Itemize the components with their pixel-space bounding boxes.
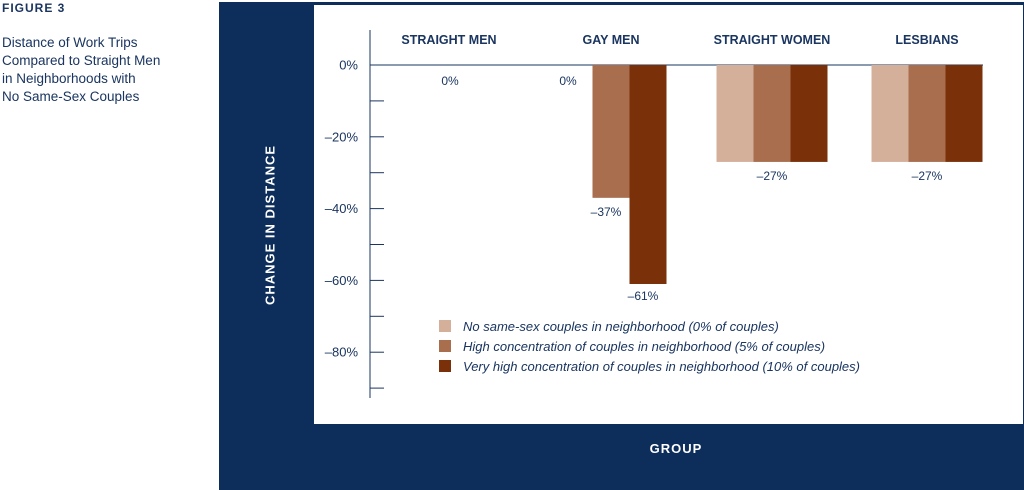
legend-swatch <box>439 360 451 372</box>
bar <box>945 65 983 162</box>
data-label: –37% <box>591 205 622 219</box>
legend-swatch <box>439 340 451 352</box>
bar <box>629 65 667 284</box>
caption-line: Compared to Straight Men <box>2 53 161 68</box>
bar <box>716 65 754 162</box>
legend-label: No same-sex couples in neighborhood (0% … <box>463 318 779 334</box>
legend-item: No same-sex couples in neighborhood (0% … <box>439 316 860 336</box>
y-tick-label: 0% <box>339 58 358 73</box>
caption-line: No Same-Sex Couples <box>2 89 140 104</box>
figure-label: FIGURE 3 <box>2 1 66 15</box>
category-label: STRAIGHT MEN <box>401 33 496 47</box>
legend-label: High concentration of couples in neighbo… <box>463 338 826 354</box>
legend-item: Very high concentration of couples in ne… <box>439 356 860 376</box>
category-label: STRAIGHT WOMEN <box>714 33 831 47</box>
data-label: 0% <box>559 74 577 88</box>
y-tick-label: –60% <box>325 273 359 288</box>
caption-line: in Neighborhoods with <box>2 71 136 86</box>
caption-line: Distance of Work Trips <box>2 35 138 50</box>
legend-label: Very high concentration of couples in ne… <box>463 358 860 374</box>
legend-swatch <box>439 320 451 332</box>
bar <box>592 65 630 198</box>
bar <box>790 65 828 162</box>
legend: No same-sex couples in neighborhood (0% … <box>439 316 860 376</box>
figure-caption: Distance of Work Trips Compared to Strai… <box>2 34 202 106</box>
category-label: GAY MEN <box>583 33 640 47</box>
bar <box>753 65 791 162</box>
bar <box>908 65 946 162</box>
y-tick-label: –20% <box>325 129 359 144</box>
x-axis-label: GROUP <box>649 441 703 456</box>
bar <box>871 65 909 162</box>
y-tick-label: –80% <box>325 345 359 360</box>
data-label: –27% <box>757 169 788 183</box>
y-tick-label: –40% <box>325 201 359 216</box>
legend-item: High concentration of couples in neighbo… <box>439 336 860 356</box>
data-label: 0% <box>441 74 459 88</box>
data-label: –27% <box>912 169 943 183</box>
data-label: –61% <box>628 289 659 303</box>
category-label: LESBIANS <box>895 33 958 47</box>
